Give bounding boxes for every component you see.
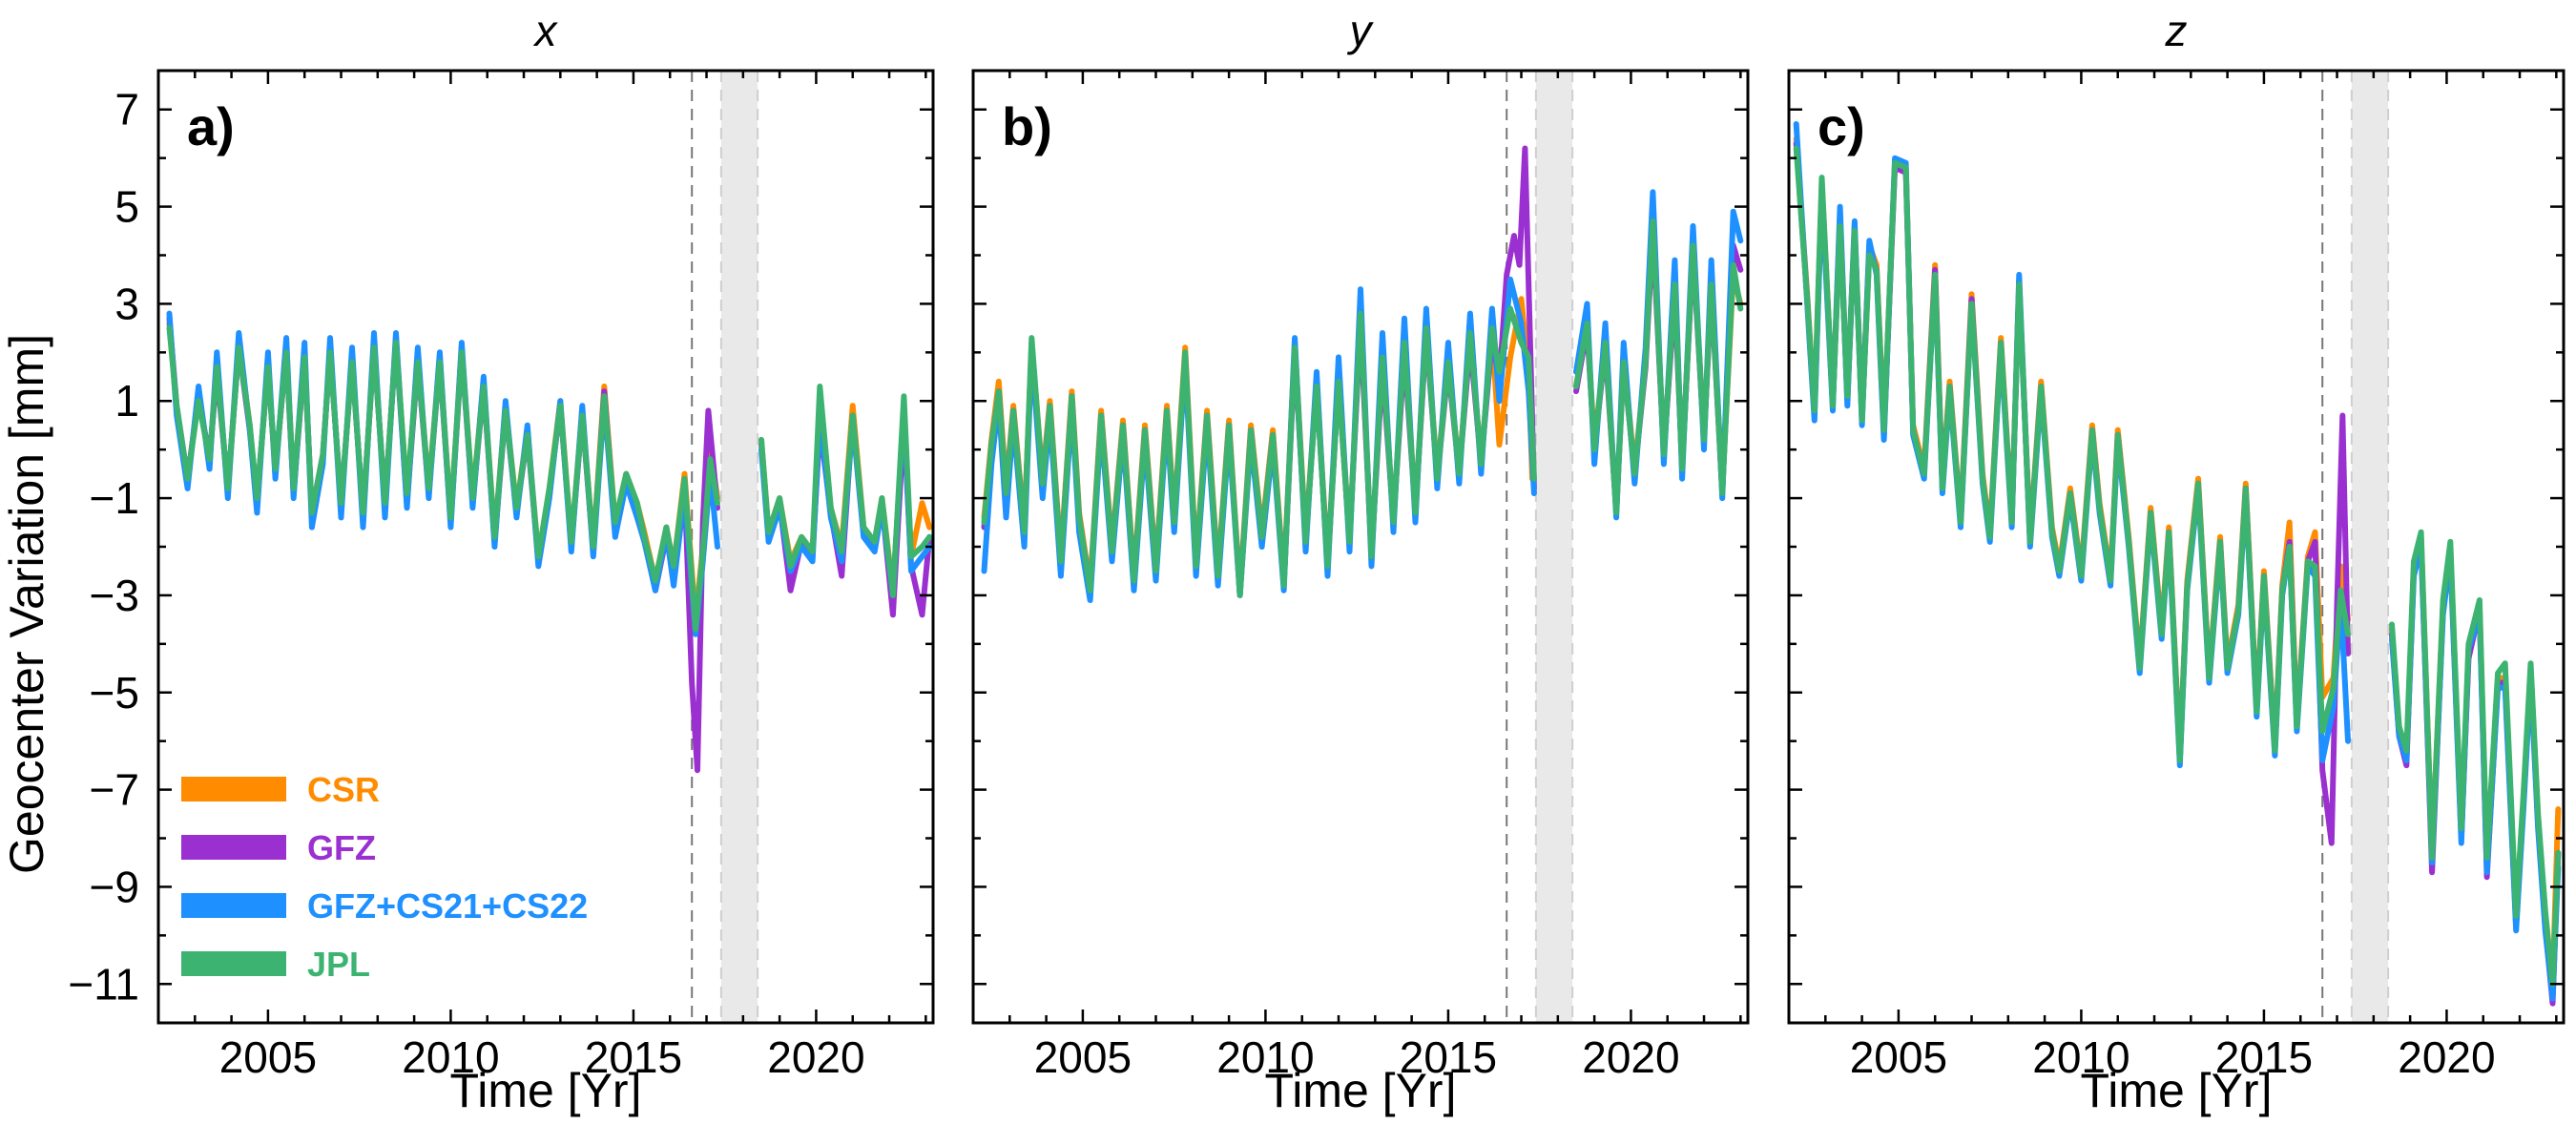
x-tick-label: 2020	[2398, 1032, 2495, 1082]
y-tick-label: 3	[114, 279, 139, 328]
panel-letter: c)	[1818, 96, 1865, 156]
y-tick-label: 7	[114, 85, 139, 135]
x-axis-label: Time [Yr]	[2081, 1064, 2273, 1117]
series-line	[2389, 529, 2562, 988]
plot-frame	[156, 69, 935, 1025]
y-tick-label: −7	[90, 765, 139, 815]
data-gap-band	[720, 71, 758, 1023]
legend-label: JPL	[307, 945, 370, 984]
x-tick-label: 2015	[2215, 1032, 2313, 1082]
y-axis-label: Geocenter Variation [mm]	[0, 334, 53, 874]
legend-entry-jpl: JPL	[181, 945, 370, 984]
x-axis-label: Time [Yr]	[1265, 1064, 1457, 1117]
series-line	[1793, 121, 2351, 769]
series-line	[758, 384, 933, 598]
y-tick-label: −1	[90, 473, 139, 523]
panel-title: x	[533, 6, 559, 55]
y-tick-label: −11	[68, 959, 139, 1009]
legend-entry-gfz: GFZ	[181, 828, 376, 867]
series-jpl	[166, 324, 933, 633]
x-tick-label: 2020	[1582, 1032, 1679, 1082]
panel-title: y	[1347, 6, 1375, 55]
x-axis-label: Time [Yr]	[450, 1064, 642, 1117]
legend-entry-gfz-cs21-cs22: GFZ+CS21+CS22	[181, 886, 588, 926]
series-jpl	[981, 218, 1744, 598]
series-line	[1793, 145, 2351, 763]
y-tick-label: 5	[114, 182, 139, 232]
series-line	[166, 324, 720, 633]
y-tick-label: −3	[90, 571, 139, 620]
x-tick-label: 2005	[1850, 1032, 1947, 1082]
legend-swatch	[181, 835, 286, 860]
y-tick-label: −5	[90, 668, 139, 718]
legend-swatch	[181, 951, 286, 976]
panel-letter: b)	[1002, 96, 1052, 156]
legend: CSR GFZ GFZ+CS21+CS22 JPL	[181, 770, 588, 984]
legend-label: GFZ+CS21+CS22	[307, 886, 588, 926]
x-tick-label: 2015	[585, 1032, 682, 1082]
data-gap-band	[2351, 71, 2389, 1023]
series-line	[1793, 135, 2351, 759]
series-jpl	[1793, 145, 2562, 988]
panel-y: 2005 2010 2015 2020 Time [Yr] y b)	[971, 6, 1750, 1117]
series-line	[981, 305, 1537, 598]
legend-label: GFZ	[307, 828, 376, 867]
series-line	[1573, 218, 1744, 516]
legend-entry-csr: CSR	[181, 770, 380, 809]
data-gap-band	[1535, 71, 1573, 1023]
x-tick-label: 2010	[402, 1032, 499, 1082]
plot-frame	[971, 69, 1750, 1025]
x-tick-label: 2010	[2032, 1032, 2129, 1082]
legend-swatch	[181, 893, 286, 918]
legend-swatch	[181, 777, 286, 802]
panel-z: 2005 2010 2015 2020 Time [Yr] z c)	[1787, 6, 2566, 1117]
panels: 7 5 3 1 −1 −3 −5 −7 −9 −11 2005 2010 2015 2020 Time [Y…	[68, 6, 2566, 1117]
x-tick-label: 2010	[1216, 1032, 1314, 1082]
y-tick-label: 1	[114, 376, 139, 426]
panel-title: z	[2165, 6, 2188, 55]
x-tick-label: 2015	[1400, 1032, 1497, 1082]
panel-x: 7 5 3 1 −1 −3 −5 −7 −9 −11 2005 2010 2015 2020 Time [Y…	[68, 6, 935, 1117]
y-tick-label: −9	[90, 862, 139, 911]
panel-letter: a)	[187, 96, 235, 156]
x-tick-label: 2020	[767, 1032, 864, 1082]
x-tick-label: 2005	[219, 1032, 317, 1082]
x-tick-label: 2005	[1034, 1032, 1132, 1082]
series-line	[166, 310, 720, 637]
legend-label: CSR	[307, 770, 380, 809]
